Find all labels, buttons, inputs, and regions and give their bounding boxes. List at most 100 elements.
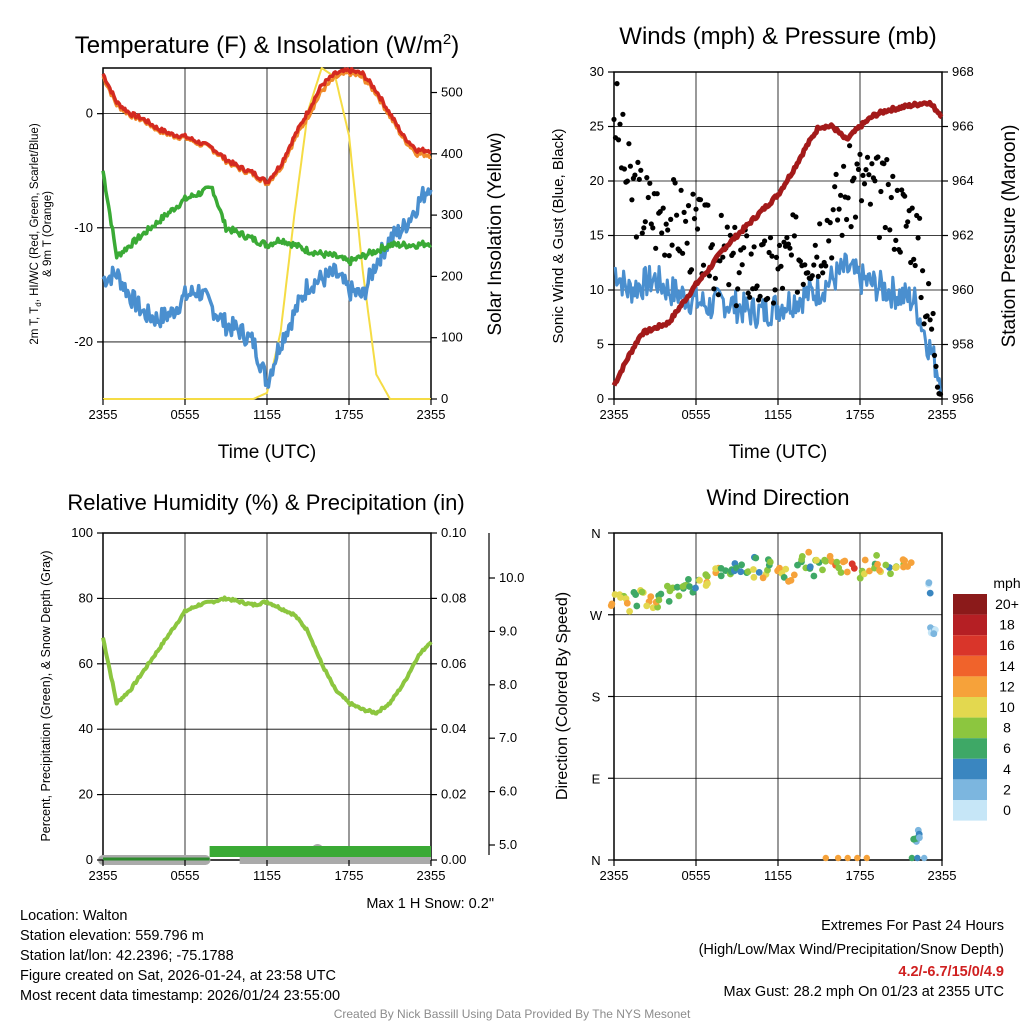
- wind-direction-point: [657, 590, 665, 598]
- gust-point: [884, 157, 890, 163]
- gust-point: [787, 245, 793, 251]
- gust-point: [839, 232, 845, 238]
- wind-direction-point: [798, 553, 806, 560]
- wind-direction-point: [874, 561, 881, 568]
- wind-direction-point: [717, 572, 725, 580]
- gust-point: [659, 230, 665, 236]
- gust-point: [909, 205, 915, 211]
- gust-point: [851, 175, 857, 181]
- gust-point: [697, 197, 704, 203]
- gust-point: [911, 256, 917, 262]
- colorbar-label: 4: [1003, 761, 1011, 777]
- station-location: Location: Walton: [20, 908, 128, 924]
- station-elevation: Station elevation: 559.796 m: [20, 928, 204, 944]
- gust-point: [836, 206, 842, 212]
- wind-direction-point: [759, 574, 767, 582]
- gust-point: [617, 121, 623, 127]
- gust-point: [833, 171, 839, 177]
- colorbar-label: 2: [1003, 781, 1011, 797]
- gust-point: [814, 254, 820, 260]
- temperature-ytick-label: -20: [74, 334, 93, 349]
- gust-point: [641, 225, 647, 231]
- solar-ylabel: Solar Insolation (Yellow): [485, 132, 506, 335]
- colorbar-label: 18: [999, 617, 1015, 633]
- wind-direction-point: [712, 565, 720, 573]
- gust-point: [700, 262, 707, 268]
- humidity-ytick-label: 60: [79, 656, 93, 671]
- precip-ytick-label: 0.02: [441, 787, 466, 802]
- wind-direction-point: [665, 598, 673, 605]
- colorbar-cell: [953, 800, 987, 821]
- gust-point: [691, 216, 698, 222]
- humidity-ylabel: Percent, Precipitation (Green), & Snow D…: [39, 550, 53, 841]
- gust-point: [663, 221, 669, 227]
- gust-point: [794, 289, 801, 295]
- wind-direction-point: [611, 591, 619, 598]
- colorbar-label: 14: [999, 658, 1015, 674]
- gust-point: [809, 273, 815, 279]
- wind-direction-point: [617, 594, 624, 601]
- pressure-ytick-label: 968: [952, 64, 974, 79]
- precip-bar: [209, 846, 431, 857]
- wind-direction-point-north: [844, 854, 851, 862]
- gust-point: [645, 194, 651, 201]
- wind-direction-title: Wind Direction: [706, 485, 849, 510]
- colorbar-label: 0: [1003, 802, 1011, 818]
- gust-point: [869, 161, 875, 167]
- wind-direction-point: [704, 580, 711, 587]
- gust-point: [778, 263, 784, 269]
- solar-ytick-label: 200: [441, 268, 463, 283]
- snow-ytick-label: 10.0: [499, 570, 524, 585]
- gust-point: [720, 254, 726, 260]
- gust-point: [747, 294, 753, 300]
- wind-direction-point: [925, 579, 933, 587]
- wind-direction-point: [696, 576, 703, 584]
- gust-point: [784, 235, 790, 241]
- gust-point: [748, 251, 754, 257]
- wind-direction-point: [782, 565, 790, 573]
- gust-point: [918, 294, 924, 301]
- gust-point: [926, 281, 932, 287]
- temperature-xtick-label: 1155: [253, 407, 281, 422]
- wind-direction-point: [892, 564, 899, 571]
- wind-direction-point-north: [914, 854, 921, 862]
- winds-xtick-label: 2355: [600, 407, 629, 422]
- gust-point: [852, 214, 859, 220]
- temperature-ylabel-line2: & 9m T (Orange): [42, 191, 54, 277]
- gust-point: [899, 187, 905, 193]
- gust-point: [657, 209, 663, 215]
- wind-direction-point: [837, 569, 845, 576]
- gust-point: [844, 216, 850, 223]
- gust-point: [718, 212, 724, 218]
- wind-direction-xtick-label: 1155: [764, 868, 792, 883]
- gust-point: [666, 253, 672, 259]
- wind-direction-point: [744, 568, 752, 575]
- snow-ytick-label: 7.0: [499, 730, 517, 745]
- colorbar-cell: [953, 738, 987, 759]
- gust-point: [680, 250, 686, 256]
- precip-ytick-label: 0.10: [441, 525, 466, 540]
- precip-ytick-label: 0.08: [441, 590, 466, 605]
- extremes-info: Extremes For Past 24 Hours (High/Low/Max…: [699, 916, 1004, 1002]
- winds-ytick-label: 5: [597, 337, 604, 352]
- gust-point: [767, 235, 774, 241]
- gust-point: [861, 181, 868, 187]
- colorbar-label: 16: [999, 637, 1015, 653]
- wind-direction-point: [633, 602, 641, 610]
- gust-point: [773, 254, 780, 260]
- speed-colorbar: mph 20+ 18 16 14 12 10 8 6 4 2 0: [953, 575, 1021, 821]
- winds-ytick-label: 20: [590, 173, 604, 188]
- wind-direction-point: [930, 630, 938, 638]
- gust-point: [638, 167, 644, 173]
- max-gust: Max Gust: 28.2 mph On 01/23 at 2355 UTC: [723, 984, 1004, 1000]
- gust-point: [614, 81, 620, 87]
- winds-xtick-label: 1155: [764, 407, 792, 422]
- humidity-xtick-label: 2355: [417, 868, 446, 883]
- gust-point: [891, 246, 897, 252]
- wind-direction-ytick-label: W: [590, 608, 603, 623]
- precip-ytick-label: 0.06: [441, 656, 466, 671]
- recent-timestamp: Most recent data timestamp: 2026/01/24 2…: [20, 988, 341, 1004]
- gust-point: [632, 172, 638, 178]
- gust-point: [864, 154, 871, 160]
